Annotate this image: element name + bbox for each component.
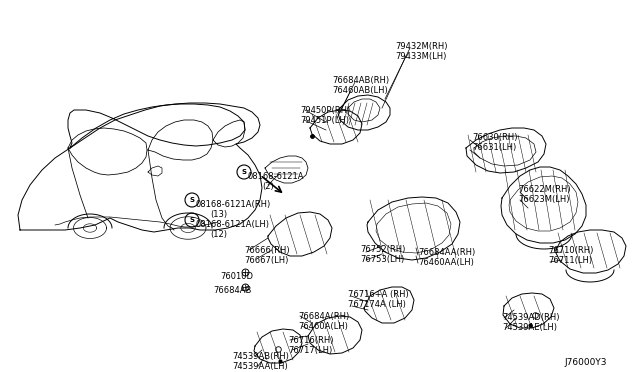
Text: 74539AD(RH): 74539AD(RH) [502, 313, 559, 322]
Text: 76684AB: 76684AB [213, 286, 252, 295]
Text: 76716+A (RH): 76716+A (RH) [348, 290, 409, 299]
Text: 76460A(LH): 76460A(LH) [298, 322, 348, 331]
Text: 76711(LH): 76711(LH) [548, 256, 592, 265]
Text: (12): (12) [210, 230, 227, 239]
Text: (2): (2) [262, 182, 274, 191]
Text: S: S [241, 169, 246, 175]
Text: 74539AB(RH): 74539AB(RH) [232, 352, 289, 361]
Text: S: S [189, 197, 195, 203]
Text: 76716(RH): 76716(RH) [288, 336, 333, 345]
Text: 79450P(RH): 79450P(RH) [300, 106, 350, 115]
Text: 76622M(RH): 76622M(RH) [518, 185, 571, 194]
Text: (13): (13) [210, 210, 227, 219]
Text: 76717(LH): 76717(LH) [288, 346, 332, 355]
Text: J76000Y3: J76000Y3 [564, 358, 607, 367]
Text: 74539AA(LH): 74539AA(LH) [232, 362, 288, 371]
Text: 74539AE(LH): 74539AE(LH) [502, 323, 557, 332]
Text: 76623M(LH): 76623M(LH) [518, 195, 570, 204]
Text: 76684AA(RH): 76684AA(RH) [418, 248, 476, 257]
Text: 76460AA(LH): 76460AA(LH) [418, 258, 474, 267]
Text: 76631(LH): 76631(LH) [472, 143, 516, 152]
Text: 76010D: 76010D [220, 272, 253, 281]
Text: 79432M(RH): 79432M(RH) [395, 42, 447, 51]
Text: 76666(RH): 76666(RH) [244, 246, 290, 255]
Text: 76710(RH): 76710(RH) [548, 246, 593, 255]
Text: 76753(LH): 76753(LH) [360, 255, 404, 264]
Text: 76684A(RH): 76684A(RH) [298, 312, 349, 321]
Text: 79451P(LH): 79451P(LH) [300, 116, 349, 125]
Text: 767174A (LH): 767174A (LH) [348, 300, 406, 309]
Text: 76460AB(LH): 76460AB(LH) [332, 86, 388, 95]
Text: 76667(LH): 76667(LH) [244, 256, 289, 265]
Text: 76630(RH): 76630(RH) [472, 133, 518, 142]
Text: 08168-6121A(LH): 08168-6121A(LH) [196, 220, 270, 229]
Text: S: S [189, 217, 195, 223]
Text: 08168-6121A(RH): 08168-6121A(RH) [196, 200, 271, 209]
Text: 08168-6121A: 08168-6121A [248, 172, 305, 181]
Text: 76752(RH): 76752(RH) [360, 245, 405, 254]
Text: 76684AB(RH): 76684AB(RH) [332, 76, 389, 85]
Text: 79433M(LH): 79433M(LH) [395, 52, 446, 61]
